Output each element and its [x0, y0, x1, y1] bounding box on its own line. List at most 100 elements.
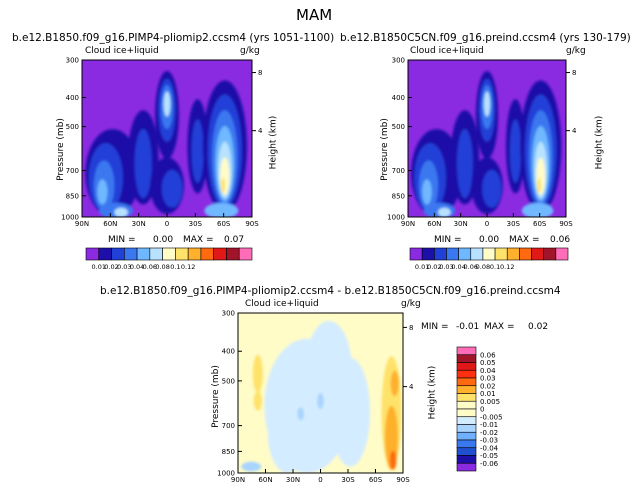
diff-colorbar-label: -0.04: [480, 444, 499, 452]
left-colorbar-swatch: [226, 247, 240, 261]
left-contour-region: [191, 119, 204, 183]
left-contour-region: [114, 207, 128, 217]
left-ytick-label: 400: [66, 94, 79, 102]
left-contour-region: [134, 129, 152, 199]
diff-xtick-label: 0: [318, 476, 322, 484]
diff-colorbar-swatch: [456, 346, 477, 356]
right-colorbar-label: 0.02: [427, 263, 441, 271]
left-variable-label: Cloud ice+liquid: [85, 46, 159, 56]
diff-y2tick-label: 4: [409, 383, 414, 391]
left-y2tick-label: 4: [258, 127, 263, 135]
left-colorbar-label: 0.06: [143, 263, 157, 271]
left-colorbar-label: 0.01: [92, 263, 106, 271]
right-ytick-label: 300: [392, 57, 405, 65]
left-colorbar-swatch: [187, 247, 202, 261]
diff-contour-region: [330, 357, 371, 467]
diff-xtick-label: 30S: [341, 476, 355, 484]
left-colorbar-swatch: [162, 247, 176, 261]
diff-ytick-label: 500: [222, 377, 235, 385]
right-colorbar-swatch: [409, 247, 423, 261]
right-y2tick-label: 8: [572, 69, 576, 77]
right-contour-region: [482, 169, 502, 208]
left-colorbar-label: 0.08: [155, 263, 169, 271]
diff-colorbar-swatch: [456, 369, 477, 379]
diff-ytick-label: 850: [222, 448, 235, 456]
diff-colorbar-label: -0.01: [480, 421, 498, 429]
diff-xtick-label: 90S: [396, 476, 410, 484]
right-ytick-label: 400: [392, 94, 405, 102]
right-contour-region: [509, 119, 521, 183]
diff-contour-region: [317, 393, 324, 409]
right-max-value: 0.06: [550, 235, 571, 245]
diff-colorbar-label: -0.05: [480, 452, 498, 460]
diff-y2tick-label: 8: [409, 324, 413, 332]
diff-colorbar-label: 0.005: [480, 398, 500, 406]
right-contour-region: [537, 177, 542, 194]
diff-colorbar-label: 0.06: [480, 351, 496, 359]
right-colorbar-swatch: [458, 247, 472, 261]
diff-colorbar-label: 0.05: [480, 359, 496, 367]
diff-colorbar-swatch: [456, 455, 477, 464]
left-xtick-label: 0: [165, 220, 169, 228]
left-colorbar-swatch: [85, 247, 100, 261]
diff-colorbar-swatch: [456, 462, 477, 472]
left-colorbar-swatch: [111, 247, 125, 261]
left-min-label: MIN =: [108, 235, 136, 245]
right-panel-title: b.e12.B1850C5CN.f09_g16.preind.ccsm4 (yr…: [340, 32, 631, 44]
diff-contour-region: [253, 391, 262, 411]
right-colorbar-label: 0.08: [476, 263, 490, 271]
right-contour-region: [438, 207, 451, 217]
right-max-label: MAX =: [509, 235, 540, 245]
right-min-label: MIN =: [434, 235, 462, 245]
right-colorbar-swatch: [494, 247, 508, 261]
right-min-value: 0.00: [479, 235, 500, 245]
right-field: [411, 70, 562, 217]
right-xtick-label: 30N: [454, 220, 468, 228]
right-colorbar-swatch: [482, 247, 496, 261]
right-contour-region: [483, 91, 491, 117]
figure-title: MAM: [296, 6, 333, 24]
left-plot: [81, 59, 256, 218]
left-contour-region: [97, 179, 108, 205]
right-y2tick-label: 4: [572, 127, 577, 135]
diff-colorbar-label: -0.06: [480, 460, 499, 468]
diff-contour-region: [252, 354, 263, 393]
right-colorbar-swatch: [470, 247, 484, 261]
left-field: [85, 70, 247, 217]
diff-field: [241, 321, 402, 473]
right-ytick-label: 700: [392, 167, 405, 175]
right-colorbar-swatch: [434, 247, 447, 261]
right-colorbar-swatch: [543, 247, 557, 261]
diff-panel-title: b.e12.B1850.f09_g16.PIMP4-pliomip2.ccsm4…: [100, 285, 561, 297]
right-plot: [407, 59, 570, 218]
left-ytick-label: 300: [66, 57, 79, 65]
right-colorbar-swatch: [506, 247, 520, 261]
left-ytick-label: 850: [66, 192, 79, 200]
left-colorbar-label: 0.12: [181, 263, 195, 271]
diff-xtick-label: 30N: [286, 476, 300, 484]
left-min-value: 0.00: [153, 235, 174, 245]
diff-min-value: -0.01: [456, 322, 480, 332]
left-max-value: 0.07: [224, 235, 245, 245]
right-colorbar-swatch: [555, 247, 569, 261]
diff-colorbar-label: 0.02: [480, 382, 496, 390]
diff-colorbar-swatch: [456, 408, 477, 418]
diff-colorbar-swatch: [456, 400, 477, 410]
diff-colorbar-swatch: [456, 424, 477, 433]
left-xtick-label: 60N: [103, 220, 117, 228]
diff-xtick-label: 60N: [258, 476, 272, 484]
left-colorbar-swatch: [98, 247, 112, 261]
right-colorbar-swatch: [519, 247, 532, 261]
left-xtick-label: 90S: [245, 220, 259, 228]
left-colorbar-label: 0.03: [117, 263, 131, 271]
left-units-label: g/kg: [240, 46, 260, 56]
diff-colorbar-label: 0.04: [480, 367, 496, 375]
diff-colorbar-label: -0.03: [480, 437, 498, 445]
diff-colorbar-swatch: [456, 354, 477, 363]
left-ytick-label: 700: [66, 167, 79, 175]
left-xtick-label: 30N: [132, 220, 146, 228]
diff-contour-region: [389, 450, 397, 470]
left-ytick-label: 500: [66, 123, 79, 131]
diff-colorbar-swatch: [456, 431, 477, 441]
